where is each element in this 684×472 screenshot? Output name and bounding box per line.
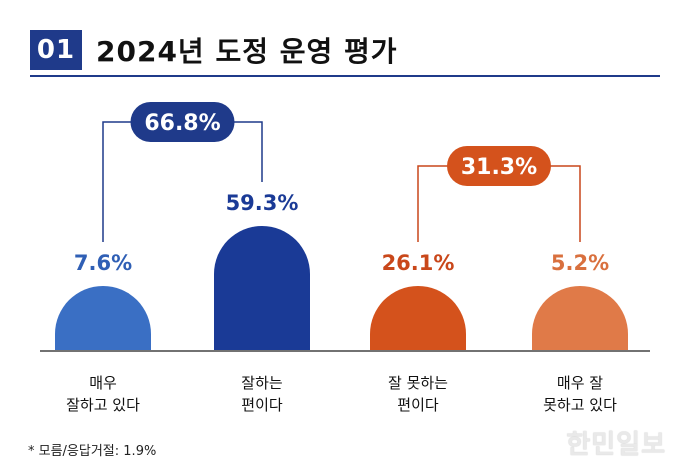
category-label-3: 잘 못하는 편이다 [388, 374, 448, 414]
category-label-4: 매우 잘 못하고 있다 [543, 374, 617, 414]
footnote: * 모름/응답거절: 1.9% [28, 444, 157, 459]
group-total-label-2: 31.3% [461, 155, 537, 180]
chart-header: 01 2024년 도정 운영 평가 [30, 30, 398, 70]
category-label-2: 잘하는 편이다 [241, 374, 283, 414]
header-divider [30, 75, 660, 77]
bar-4 [532, 286, 628, 350]
value-label-1: 7.6% [74, 251, 132, 275]
value-label-2: 59.3% [226, 191, 299, 215]
category-label-1: 매우 잘하고 있다 [66, 374, 140, 414]
bar-1 [55, 286, 151, 350]
value-label-3: 26.1% [382, 251, 455, 275]
chart-title: 2024년 도정 운영 평가 [96, 35, 398, 68]
group-total-pill-2 [447, 146, 551, 186]
value-label-4: 5.2% [551, 251, 609, 275]
section-number-badge: 01 [30, 30, 82, 70]
bar-2 [214, 226, 310, 350]
group-total-label-1: 66.8% [144, 111, 220, 136]
group-total-pill-1 [130, 102, 235, 142]
bar-3 [370, 286, 466, 350]
publisher-watermark: 한민일보 [566, 430, 666, 460]
